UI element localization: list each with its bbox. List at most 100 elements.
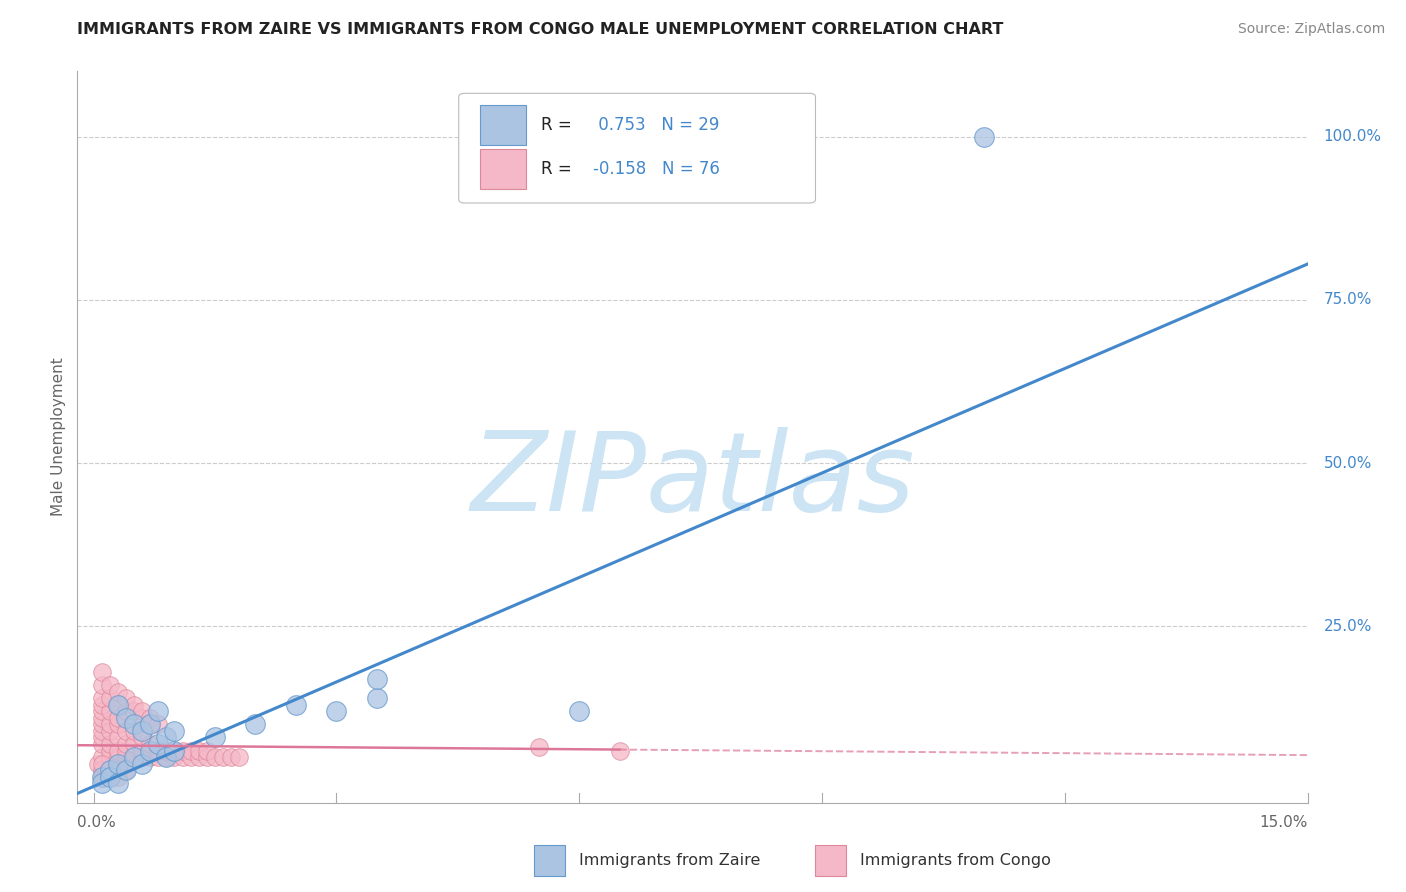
Point [139, 743, 162, 757]
Point [98, 723, 121, 738]
Point [90, 691, 112, 706]
Point [204, 731, 226, 745]
Point [107, 685, 129, 699]
Point [115, 750, 138, 764]
Point [86, 756, 108, 771]
Y-axis label: Male Unemployment: Male Unemployment [51, 358, 66, 516]
Point [131, 743, 153, 757]
Point [90, 678, 112, 692]
Point [155, 750, 177, 764]
Point [122, 723, 145, 738]
Point [366, 691, 388, 706]
Point [139, 711, 162, 725]
Point [115, 711, 138, 725]
Point [115, 691, 138, 706]
Point [163, 723, 186, 738]
Point [131, 750, 153, 764]
Point [107, 711, 129, 725]
Point [973, 129, 995, 144]
Point [131, 711, 153, 725]
Point [228, 750, 250, 764]
Point [609, 743, 631, 757]
Point [139, 717, 162, 731]
Point [98, 705, 121, 719]
Point [107, 776, 129, 790]
Point [212, 750, 235, 764]
Text: Immigrants from Congo: Immigrants from Congo [860, 854, 1052, 868]
Point [98, 691, 121, 706]
Point [98, 763, 121, 777]
Text: -0.158   N = 76: -0.158 N = 76 [593, 160, 720, 178]
Point [98, 743, 121, 757]
Text: 15.0%: 15.0% [1260, 814, 1308, 830]
Point [139, 717, 162, 731]
Point [131, 705, 153, 719]
Point [107, 717, 129, 731]
Point [131, 723, 153, 738]
Point [90, 737, 112, 751]
Point [107, 698, 129, 712]
Point [122, 750, 145, 764]
Bar [479, 149, 526, 189]
Point [148, 717, 170, 731]
Text: R =: R = [541, 160, 576, 178]
Point [98, 750, 121, 764]
Point [90, 717, 112, 731]
Point [90, 705, 112, 719]
Point [107, 770, 129, 784]
Point [90, 711, 112, 725]
Point [90, 731, 112, 745]
Point [131, 756, 153, 771]
Point [98, 717, 121, 731]
Bar [479, 104, 526, 145]
Point [172, 750, 194, 764]
Point [148, 737, 170, 751]
Point [115, 763, 138, 777]
Point [98, 770, 121, 784]
Point [90, 776, 112, 790]
Point [107, 743, 129, 757]
Point [107, 750, 129, 764]
Point [122, 705, 145, 719]
Point [107, 756, 129, 771]
Point [115, 743, 138, 757]
Point [325, 705, 347, 719]
Point [155, 731, 177, 745]
Point [139, 750, 162, 764]
Point [245, 717, 267, 731]
Point [155, 750, 177, 764]
Text: Source: ZipAtlas.com: Source: ZipAtlas.com [1237, 22, 1385, 37]
Point [187, 750, 209, 764]
Point [139, 743, 162, 757]
Point [115, 723, 138, 738]
Point [107, 698, 129, 712]
Point [122, 750, 145, 764]
Point [115, 737, 138, 751]
Point [90, 723, 112, 738]
Point [187, 743, 209, 757]
Point [115, 705, 138, 719]
Point [107, 731, 129, 745]
Point [90, 763, 112, 777]
Point [139, 737, 162, 751]
Text: R =: R = [541, 116, 576, 134]
Point [163, 750, 186, 764]
Text: 75.0%: 75.0% [1324, 293, 1372, 308]
Point [122, 717, 145, 731]
Text: 100.0%: 100.0% [1324, 129, 1382, 145]
Point [122, 698, 145, 712]
Point [195, 743, 218, 757]
Text: ZIPatlas: ZIPatlas [470, 427, 915, 534]
Point [90, 770, 112, 784]
Point [90, 665, 112, 680]
Point [180, 750, 202, 764]
Text: 0.753   N = 29: 0.753 N = 29 [593, 116, 720, 134]
Point [163, 743, 186, 757]
Point [131, 731, 153, 745]
Text: IMMIGRANTS FROM ZAIRE VS IMMIGRANTS FROM CONGO MALE UNEMPLOYMENT CORRELATION CHA: IMMIGRANTS FROM ZAIRE VS IMMIGRANTS FROM… [77, 22, 1004, 37]
Point [172, 743, 194, 757]
Point [148, 750, 170, 764]
FancyBboxPatch shape [458, 94, 815, 203]
Point [195, 750, 218, 764]
Point [568, 705, 591, 719]
